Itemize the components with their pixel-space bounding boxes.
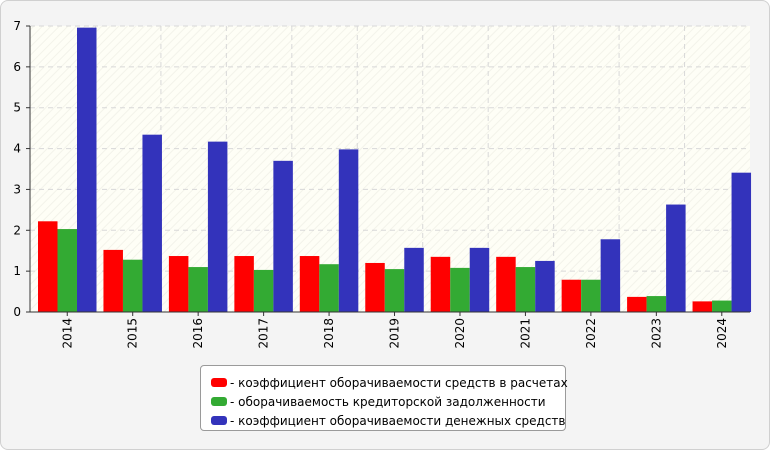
x-tick-label: 2017 xyxy=(257,318,271,349)
bar xyxy=(38,221,58,312)
bar xyxy=(142,134,162,312)
bar xyxy=(692,301,713,312)
bar xyxy=(496,256,516,312)
bar xyxy=(404,247,424,312)
legend-swatch xyxy=(211,416,227,425)
legend-item: - коэффициент оборачиваемости средств в … xyxy=(211,373,568,392)
legend-swatch xyxy=(211,378,227,387)
y-tick-label: 2 xyxy=(13,223,21,237)
bar xyxy=(207,141,228,312)
legend-label: - коэффициент оборачиваемости денежных с… xyxy=(230,413,566,428)
bar xyxy=(365,262,385,312)
bar xyxy=(384,269,405,312)
x-tick-label: 2024 xyxy=(715,318,729,349)
bar xyxy=(122,259,143,312)
y-tick-label: 4 xyxy=(13,142,21,156)
legend-swatch xyxy=(211,397,227,406)
x-tick-label: 2016 xyxy=(191,318,205,349)
legend-label: - оборачиваемость кредиторской задолженн… xyxy=(230,394,546,409)
bar xyxy=(253,269,274,312)
legend-item: - коэффициент оборачиваемости денежных с… xyxy=(211,411,566,430)
bar xyxy=(469,247,490,312)
x-tick-label: 2020 xyxy=(453,318,467,349)
bar xyxy=(646,296,667,312)
x-tick-label: 2015 xyxy=(126,318,140,349)
bar xyxy=(666,204,686,312)
x-tick-label: 2014 xyxy=(60,318,74,349)
x-tick-label: 2019 xyxy=(388,318,402,349)
bar xyxy=(103,249,123,312)
bar xyxy=(581,279,601,312)
bar xyxy=(299,256,320,312)
y-tick-label: 3 xyxy=(13,182,21,196)
x-tick-label: 2021 xyxy=(518,318,532,349)
bar xyxy=(450,267,470,312)
bar xyxy=(712,300,732,312)
y-tick-label: 1 xyxy=(13,264,21,278)
legend-label: - коэффициент оборачиваемости средств в … xyxy=(230,375,568,390)
bar xyxy=(515,267,536,312)
bar xyxy=(168,256,189,312)
bar xyxy=(234,256,254,312)
bar xyxy=(535,260,555,312)
chart-legend: - коэффициент оборачиваемости средств в … xyxy=(200,365,568,431)
bar xyxy=(430,256,451,312)
bar xyxy=(338,149,359,312)
bar xyxy=(188,267,208,312)
bar xyxy=(273,160,293,312)
bar xyxy=(561,279,582,312)
bar xyxy=(731,172,752,312)
x-tick-label: 2022 xyxy=(584,318,598,349)
bar xyxy=(600,239,621,312)
legend-item: - оборачиваемость кредиторской задолженн… xyxy=(211,392,565,411)
bar xyxy=(57,229,77,312)
y-tick-label: 6 xyxy=(13,60,21,74)
x-tick-label: 2023 xyxy=(649,318,663,349)
y-tick-label: 0 xyxy=(13,305,21,319)
y-tick-label: 5 xyxy=(13,101,21,115)
bar xyxy=(627,296,647,312)
y-tick-label: 7 xyxy=(13,19,21,33)
x-tick-label: 2018 xyxy=(322,318,336,349)
bar xyxy=(319,264,339,312)
bar xyxy=(77,27,97,313)
